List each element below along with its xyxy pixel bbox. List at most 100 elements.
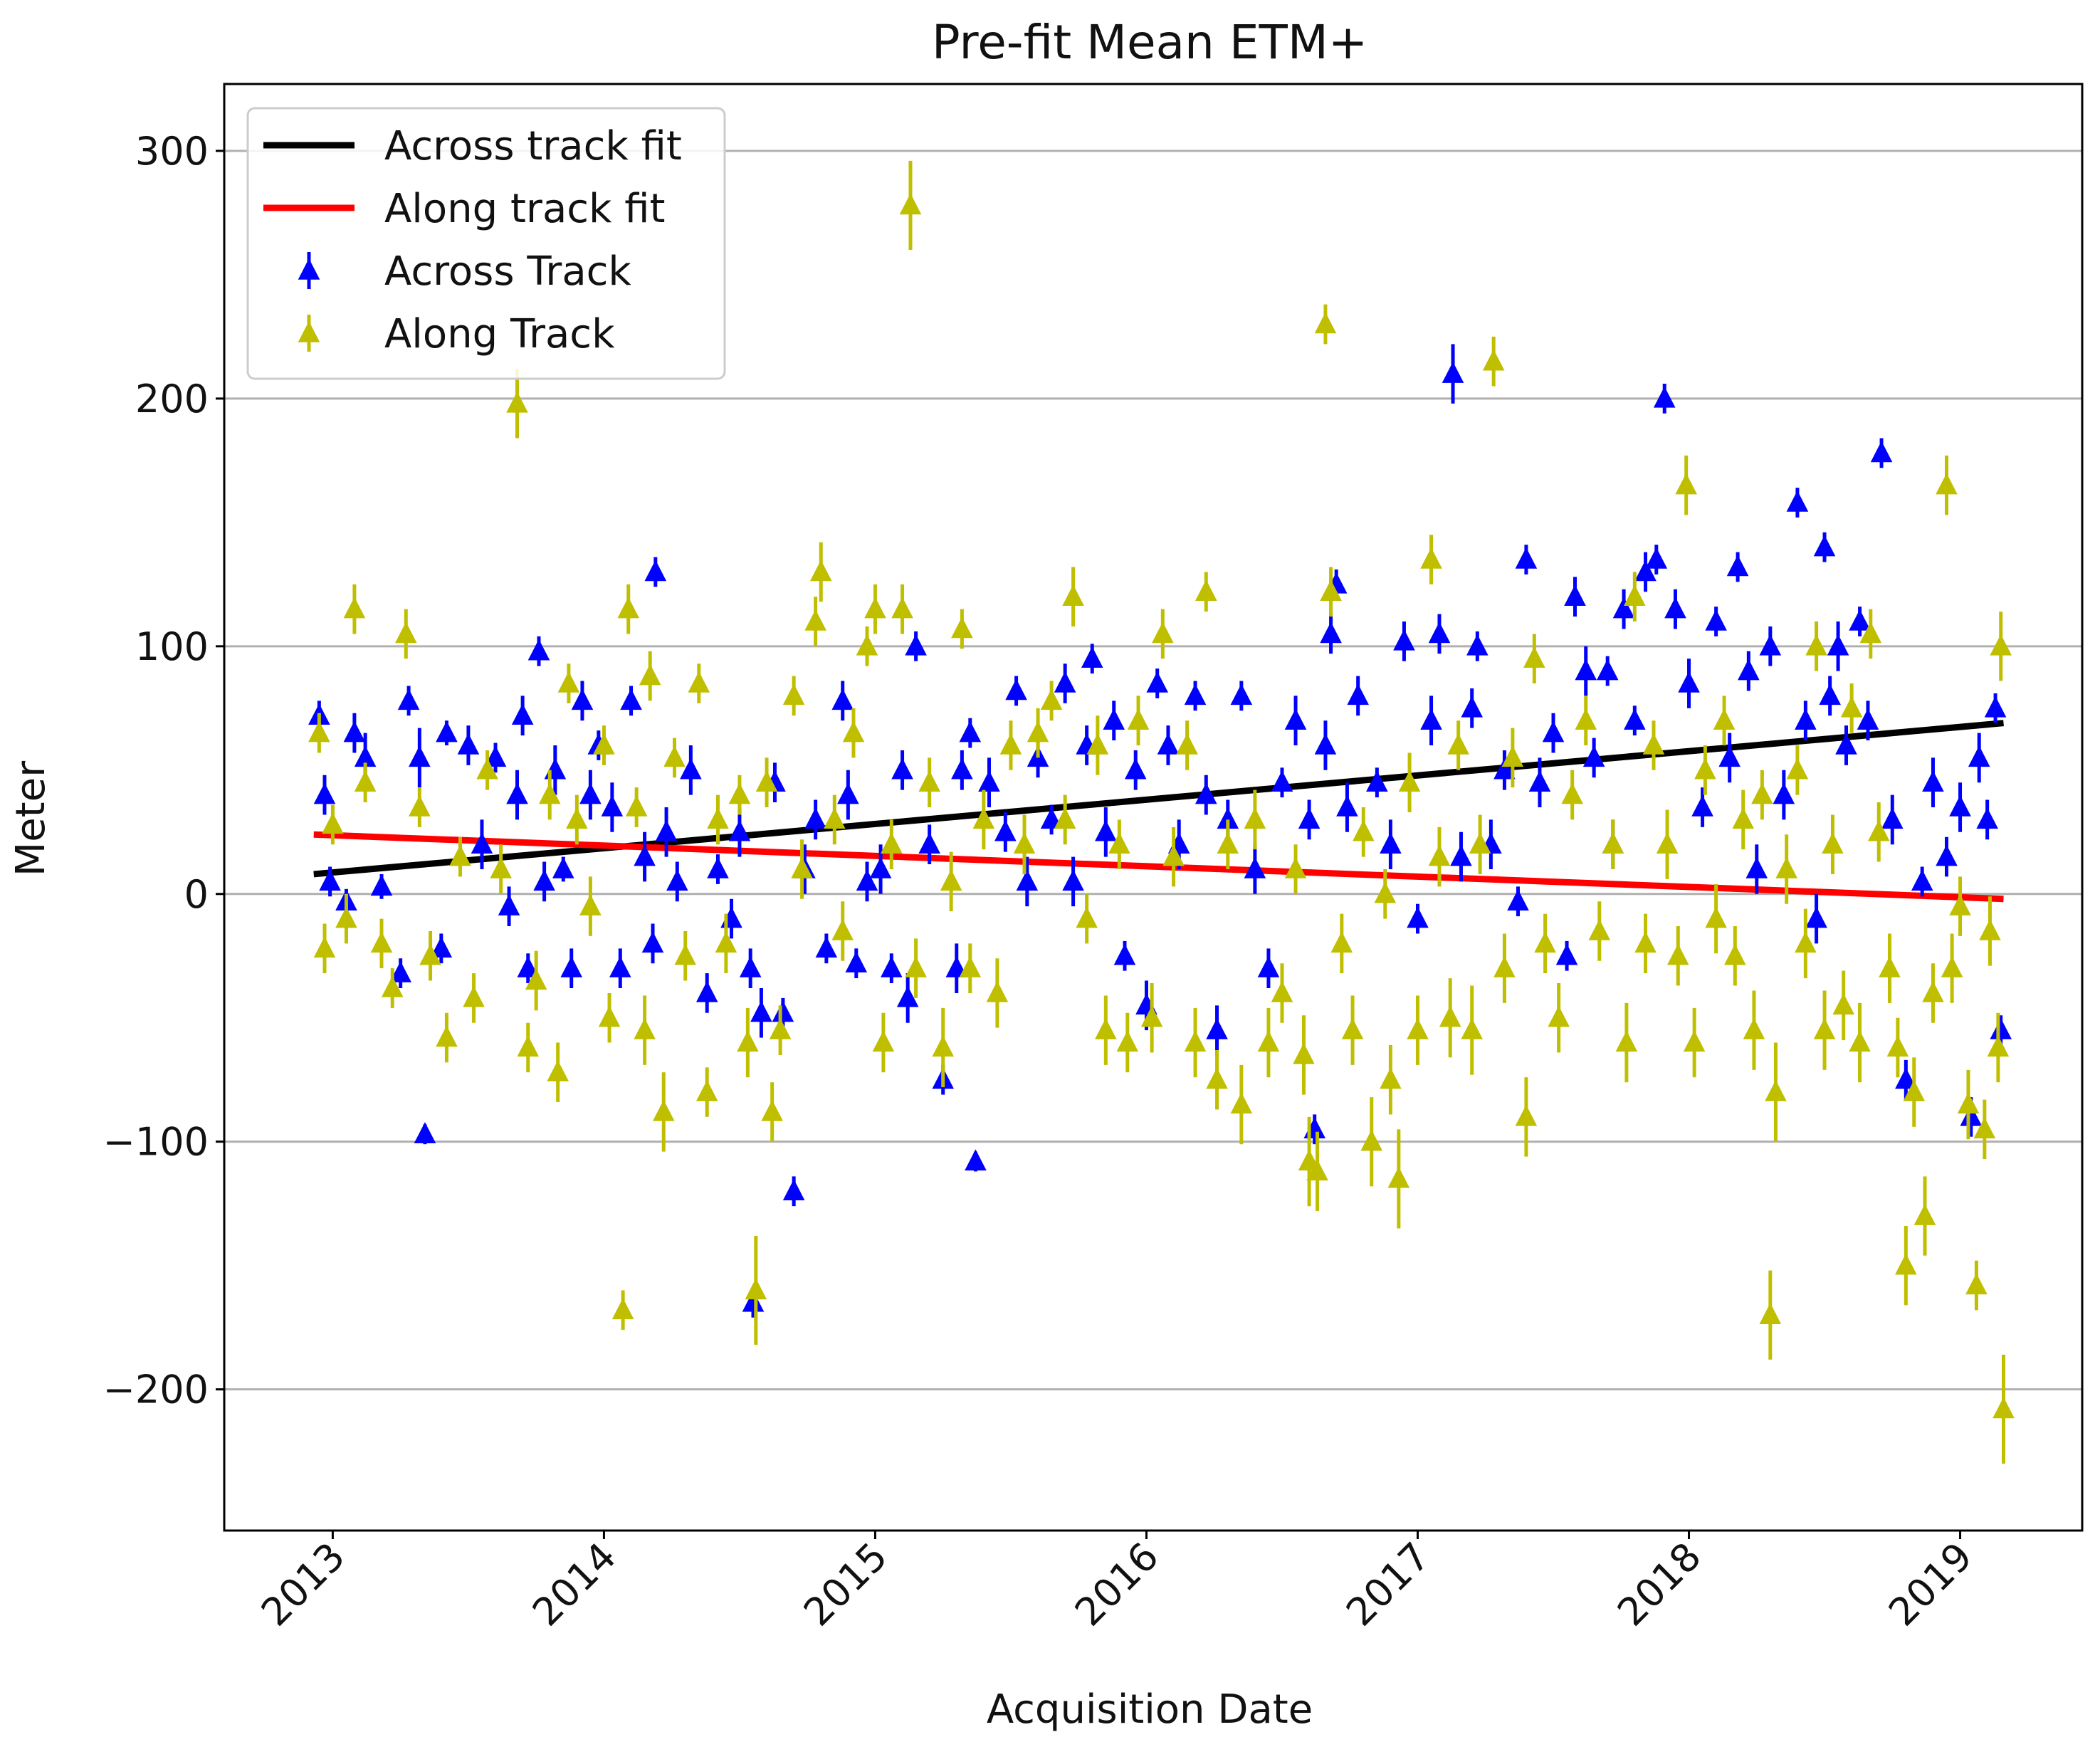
across-track-point <box>1773 782 1795 804</box>
across-track-point <box>1366 770 1388 792</box>
along-track-point <box>1501 745 1524 767</box>
across-track-point <box>1336 795 1358 817</box>
along-track-point <box>1765 1080 1787 1101</box>
along-track-point <box>1941 956 1963 977</box>
across-track-point <box>552 856 574 878</box>
along-track-point <box>1656 832 1679 854</box>
along-track-point <box>611 1298 634 1320</box>
across-track-point <box>609 956 631 977</box>
across-track-point <box>1420 708 1442 730</box>
across-track-point <box>319 869 341 891</box>
across-track-point <box>354 745 377 767</box>
along-track-point <box>1013 832 1036 854</box>
along-track-point <box>1922 980 1944 1002</box>
along-track-point <box>707 807 729 829</box>
across-track-point <box>1645 547 1668 569</box>
across-track-point <box>1990 1018 2012 1039</box>
across-track-point <box>896 985 919 1007</box>
along-track-point <box>1482 349 1505 371</box>
along-track-point <box>1040 688 1063 710</box>
along-track-point <box>856 634 878 656</box>
along-track-point <box>769 1018 792 1039</box>
y-tick-label: 0 <box>184 872 209 917</box>
across-track-point <box>1960 1104 1983 1126</box>
along-track-point <box>695 1080 718 1101</box>
across-track-point <box>389 961 411 982</box>
along-track-point <box>617 597 640 619</box>
across-track-point <box>1805 906 1827 928</box>
across-track-point <box>1922 770 1944 792</box>
across-track-point <box>1870 441 1893 463</box>
along-track-point <box>1859 621 1882 644</box>
across-track-point <box>620 688 642 710</box>
across-track-point <box>1542 720 1565 742</box>
across-track-point <box>1634 560 1657 582</box>
along-track-point <box>1244 807 1266 829</box>
along-track-point <box>1152 621 1174 644</box>
across-track-point <box>1664 597 1686 619</box>
across-track-point <box>739 956 762 977</box>
along-track-point <box>1374 881 1397 903</box>
across-track-point <box>457 733 480 755</box>
along-track-point <box>1723 943 1746 965</box>
along-track-point <box>1469 832 1491 854</box>
along-track-point <box>394 621 417 644</box>
along-track-point <box>1360 1129 1383 1151</box>
along-track-point <box>831 918 854 940</box>
along-track-point <box>1523 646 1545 668</box>
along-track-point <box>1987 1035 2010 1057</box>
along-track-point <box>381 976 404 997</box>
across-track-point <box>1575 658 1597 681</box>
along-track-point <box>506 391 528 413</box>
along-track-point <box>1217 832 1239 854</box>
across-track-point <box>484 745 507 767</box>
across-track-point <box>579 782 602 804</box>
y-tick-label: 300 <box>135 129 209 174</box>
across-track-point <box>1827 634 1849 656</box>
along-track-point <box>881 832 903 854</box>
data-points <box>308 160 2015 1464</box>
across-track-point <box>436 720 458 742</box>
along-track-point <box>1805 634 1827 656</box>
y-tick-label: −100 <box>103 1120 209 1165</box>
along-track-point <box>1230 1092 1253 1114</box>
along-track-point <box>1314 312 1337 334</box>
along-track-point <box>625 795 648 817</box>
along-track-point <box>343 597 366 619</box>
along-track-point <box>1086 733 1109 755</box>
along-track-point <box>1832 993 1855 1015</box>
legend-label-across-track-fit: Across track fit <box>384 123 682 169</box>
x-axis-label: Acquisition Date <box>987 1686 1313 1733</box>
along-track-point <box>1461 1018 1484 1039</box>
across-track-point <box>471 832 493 854</box>
along-track-point <box>1602 832 1624 854</box>
across-track-point <box>1157 733 1180 755</box>
across-track-point <box>527 639 550 661</box>
across-track-point <box>1582 745 1605 767</box>
across-track-point <box>750 1000 772 1022</box>
along-track-point <box>1867 819 1890 841</box>
across-track-point <box>1450 844 1472 866</box>
along-track-point <box>1624 584 1646 606</box>
along-track-point <box>538 782 561 804</box>
across-track-point <box>1976 807 1998 829</box>
across-track-point <box>856 869 878 891</box>
along-track-point <box>1965 1273 1988 1295</box>
across-track-point <box>634 844 656 866</box>
along-track-point <box>1076 906 1098 928</box>
y-tick-label: −200 <box>103 1368 209 1412</box>
along-track-point <box>1973 1117 1996 1139</box>
along-track-point <box>1176 733 1198 755</box>
legend-swatch-across-track <box>298 258 320 280</box>
along-track-point <box>1886 1035 1909 1057</box>
along-track-point <box>804 609 826 631</box>
along-track-point <box>755 770 778 792</box>
along-track-point <box>1380 1067 1402 1089</box>
along-track-point <box>737 1030 759 1052</box>
across-track-point <box>1146 671 1169 693</box>
along-track-point <box>986 980 1009 1002</box>
across-track-point <box>1653 386 1676 408</box>
along-track-point <box>823 807 846 829</box>
across-track-point <box>1936 844 1958 866</box>
along-track-point <box>634 1018 656 1039</box>
